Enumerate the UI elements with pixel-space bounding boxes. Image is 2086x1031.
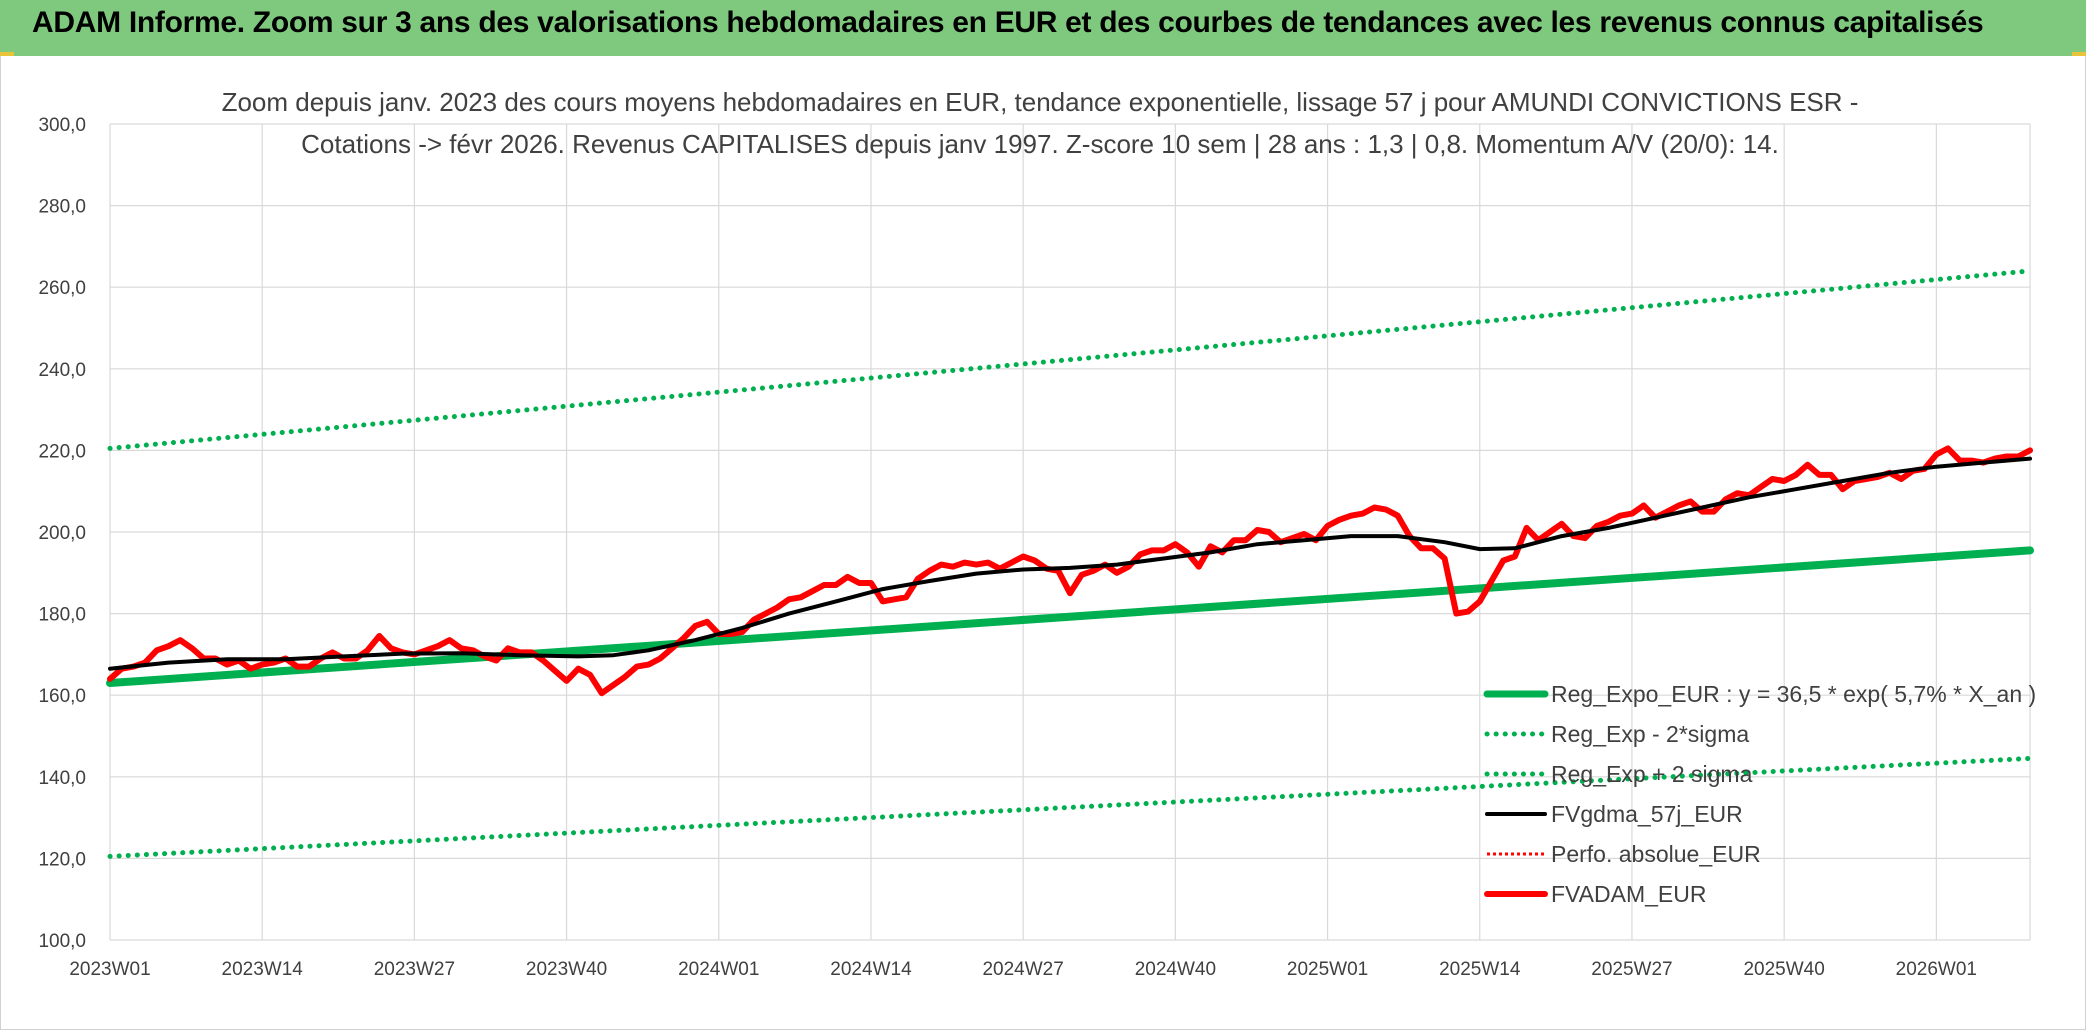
x-tick-label: 2024W40: [1135, 959, 1216, 980]
legend-label-reg_expo: Reg_Expo_EUR : y = 36,5 * exp( 5,7% * X_…: [1551, 681, 2036, 707]
y-tick-label: 200,0: [38, 523, 86, 544]
y-tick-label: 300,0: [38, 115, 86, 136]
legend-label-fvadam: FVADAM_EUR: [1551, 881, 1707, 907]
series-line-fvadam: [107, 445, 2033, 697]
chart-title-line-2: Cotations -> févr 2026. Revenus CAPITALI…: [301, 129, 1779, 159]
chart-series: [106, 268, 2034, 859]
y-tick-label: 220,0: [38, 441, 86, 462]
series-line-reg_upper: [107, 268, 2033, 451]
corner-mark-right: [2072, 52, 2086, 58]
legend-label-perfo: Perfo. absolue_EUR: [1551, 841, 1761, 867]
legend-label-reg_lower: Reg_Exp - 2*sigma: [1551, 721, 1749, 747]
chart-legend: Reg_Expo_EUR : y = 36,5 * exp( 5,7% * X_…: [1483, 681, 2036, 907]
y-tick-label: 160,0: [38, 686, 86, 707]
corner-mark-left: [0, 52, 14, 58]
header-banner: ADAM Informe. Zoom sur 3 ans des valoris…: [0, 0, 2086, 56]
legend-label-fvgdma: FVgdma_57j_EUR: [1551, 801, 1743, 827]
x-tick-label: 2023W40: [526, 959, 607, 980]
y-tick-label: 240,0: [38, 360, 86, 381]
series-line-reg_lower: [107, 755, 2033, 859]
x-tick-label: 2025W27: [1591, 959, 1672, 980]
x-tick-label: 2023W01: [69, 959, 150, 980]
x-tick-label: 2024W01: [678, 959, 759, 980]
series-line-fvgdma: [108, 456, 2032, 671]
x-tick-label: 2024W27: [982, 959, 1063, 980]
x-axis: 2023W01 2023W14 2023W27 2023W40 2024W01 2024W…: [69, 959, 1977, 980]
y-tick-label: 260,0: [38, 278, 86, 299]
y-tick-label: 120,0: [38, 849, 86, 870]
legend-label-reg_upper: Reg_Exp + 2 sigma: [1551, 761, 1753, 787]
y-axis: 100,0 120,0 140,0 160,0 180,0 200,0 220,0 240,0…: [38, 115, 86, 952]
chart-title-line-1: Zoom depuis janv. 2023 des cours moyens …: [222, 87, 1859, 117]
x-tick-label: 2025W14: [1439, 959, 1521, 980]
page-title: ADAM Informe. Zoom sur 3 ans des valoris…: [32, 6, 1984, 39]
y-tick-label: 280,0: [38, 197, 86, 218]
x-tick-label: 2025W40: [1743, 959, 1824, 980]
y-tick-label: 100,0: [38, 931, 86, 952]
x-tick-label: 2023W27: [374, 959, 455, 980]
chart-frame: [0, 56, 2086, 1030]
x-tick-label: 2023W14: [222, 959, 304, 980]
x-tick-label: 2024W14: [830, 959, 912, 980]
x-tick-label: 2026W01: [1896, 959, 1977, 980]
x-tick-label: 2025W01: [1287, 959, 1368, 980]
y-tick-label: 180,0: [38, 605, 86, 626]
y-tick-label: 140,0: [38, 768, 86, 789]
series-line-reg_expo: [106, 546, 2034, 687]
